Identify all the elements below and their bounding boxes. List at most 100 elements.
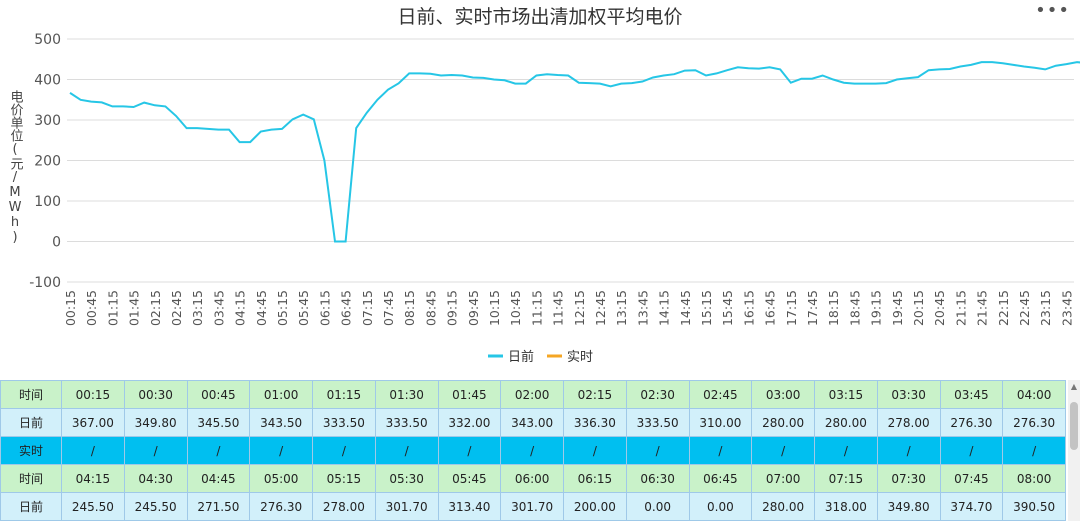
table-cell: 00:15 bbox=[61, 380, 125, 409]
x-tick-label: 07:45 bbox=[381, 290, 396, 326]
grid-lines bbox=[67, 38, 1074, 283]
x-tick-label: 19:15 bbox=[869, 290, 884, 326]
x-tick-label: 15:45 bbox=[720, 290, 735, 326]
table-cell: 04:00 bbox=[1002, 380, 1066, 409]
table-row: 日前 245.50 245.50 271.50 276.30 278.00 301.70 31… bbox=[0, 492, 1066, 521]
more-horizontal-icon[interactable]: ••• bbox=[1035, 0, 1070, 21]
x-axis-ticks: 00:15 00:45 01:15 01:45 02:15 02:45 03:15 03:45… bbox=[63, 290, 1074, 326]
x-tick-label: 11:45 bbox=[551, 290, 566, 326]
table-cell: 332.00 bbox=[437, 408, 502, 437]
table-scrollbar[interactable]: ▲ bbox=[1068, 380, 1080, 521]
legend[interactable]: 日前 实时 bbox=[488, 349, 593, 365]
table-cell: / bbox=[374, 436, 439, 465]
table-cell: 390.50 bbox=[1002, 492, 1066, 521]
row-header: 日前 bbox=[0, 408, 62, 437]
table-cell: / bbox=[437, 436, 502, 465]
table-cell: 05:45 bbox=[437, 464, 502, 493]
table-cell: 03:00 bbox=[751, 380, 815, 409]
table-cell: 280.00 bbox=[751, 408, 815, 437]
table-cell: 313.40 bbox=[437, 492, 502, 521]
table-cell: 08:00 bbox=[1002, 464, 1066, 493]
x-tick-label: 17:45 bbox=[805, 290, 820, 326]
table-cell: / bbox=[688, 436, 753, 465]
line-chart: -100 0 100 200 300 400 500 00:15 00:45 01:15 01:4… bbox=[8, 32, 1080, 365]
row-header: 实时 bbox=[0, 436, 62, 465]
table-cell: 06:45 bbox=[688, 464, 753, 493]
price-table-container: 时间 00:15 00:30 00:45 01:00 01:15 01:30 01:45 02:… bbox=[0, 380, 1066, 521]
table-cell: 278.00 bbox=[312, 492, 376, 521]
x-tick-label: 23:15 bbox=[1038, 290, 1053, 326]
table-cell: 280.00 bbox=[751, 492, 815, 521]
table-cell: 07:15 bbox=[814, 464, 878, 493]
x-tick-label: 13:45 bbox=[635, 290, 650, 326]
x-tick-label: 09:45 bbox=[466, 290, 481, 326]
x-tick-label: 14:45 bbox=[678, 290, 693, 326]
table-row: 实时 / / / / / / / / / / / / / / / / bbox=[0, 436, 1066, 465]
table-cell: / bbox=[814, 436, 878, 465]
table-cell: 374.70 bbox=[939, 492, 1004, 521]
table-cell: / bbox=[1002, 436, 1066, 465]
y-tick-label: 400 bbox=[34, 73, 61, 89]
table-cell: 0.00 bbox=[688, 492, 753, 521]
table-cell: 318.00 bbox=[814, 492, 878, 521]
x-tick-label: 16:45 bbox=[763, 290, 778, 326]
y-axis-ticks: -100 0 100 200 300 400 500 bbox=[29, 32, 61, 291]
scrollbar-thumb[interactable] bbox=[1070, 402, 1078, 450]
table-cell: 01:15 bbox=[312, 380, 376, 409]
table-cell: 301.70 bbox=[374, 492, 439, 521]
x-tick-label: 19:45 bbox=[890, 290, 905, 326]
table-cell: 04:15 bbox=[61, 464, 125, 493]
scroll-up-arrow-icon[interactable]: ▲ bbox=[1070, 382, 1078, 391]
table-cell: 343.00 bbox=[500, 408, 564, 437]
table-cell: 07:45 bbox=[939, 464, 1004, 493]
table-cell: 333.50 bbox=[312, 408, 376, 437]
x-tick-label: 06:45 bbox=[339, 290, 354, 326]
x-tick-label: 01:15 bbox=[105, 290, 120, 326]
x-tick-label: 00:45 bbox=[84, 290, 99, 326]
x-tick-label: 04:15 bbox=[233, 290, 248, 326]
table-cell: 02:45 bbox=[688, 380, 753, 409]
table-cell: 245.50 bbox=[123, 492, 188, 521]
table-cell: 276.30 bbox=[939, 408, 1004, 437]
table-cell: 03:30 bbox=[876, 380, 941, 409]
table-cell: 349.80 bbox=[123, 408, 188, 437]
x-tick-label: 12:45 bbox=[593, 290, 608, 326]
x-tick-label: 20:15 bbox=[911, 290, 926, 326]
y-tick-label: -100 bbox=[29, 275, 61, 291]
x-tick-label: 10:15 bbox=[487, 290, 502, 326]
row-header: 时间 bbox=[0, 464, 62, 493]
x-tick-label: 16:15 bbox=[741, 290, 756, 326]
table-cell: 245.50 bbox=[61, 492, 125, 521]
table-cell: 271.50 bbox=[186, 492, 251, 521]
table-cell: 03:15 bbox=[814, 380, 878, 409]
y-tick-label: 200 bbox=[34, 154, 61, 170]
table-cell: 367.00 bbox=[61, 408, 125, 437]
x-tick-label: 08:15 bbox=[402, 290, 417, 326]
legend-label[interactable]: 日前 bbox=[508, 349, 534, 365]
table-cell: 200.00 bbox=[563, 492, 627, 521]
table-cell: 01:30 bbox=[374, 380, 439, 409]
x-tick-label: 11:15 bbox=[529, 290, 544, 326]
table-cell: 280.00 bbox=[814, 408, 878, 437]
table-cell: 349.80 bbox=[876, 492, 941, 521]
table-cell: / bbox=[625, 436, 690, 465]
x-tick-label: 13:15 bbox=[614, 290, 629, 326]
legend-label[interactable]: 实时 bbox=[567, 350, 593, 365]
x-tick-label: 22:45 bbox=[1017, 290, 1032, 326]
table-cell: / bbox=[500, 436, 564, 465]
table-cell: 05:00 bbox=[249, 464, 313, 493]
table-cell: 01:00 bbox=[249, 380, 313, 409]
table-row: 时间 00:15 00:30 00:45 01:00 01:15 01:30 01:45 02:… bbox=[0, 380, 1066, 409]
x-tick-label: 20:45 bbox=[932, 290, 947, 326]
table-cell: 07:00 bbox=[751, 464, 815, 493]
table-cell: 276.30 bbox=[1002, 408, 1066, 437]
y-tick-label: 100 bbox=[34, 194, 61, 210]
x-tick-label: 09:15 bbox=[445, 290, 460, 326]
table-cell: / bbox=[312, 436, 376, 465]
x-tick-label: 18:45 bbox=[847, 290, 862, 326]
table-cell: 05:15 bbox=[312, 464, 376, 493]
x-tick-label: 22:15 bbox=[996, 290, 1011, 326]
x-tick-label: 03:15 bbox=[190, 290, 205, 326]
table-cell: 345.50 bbox=[186, 408, 251, 437]
table-cell: 00:45 bbox=[186, 380, 251, 409]
